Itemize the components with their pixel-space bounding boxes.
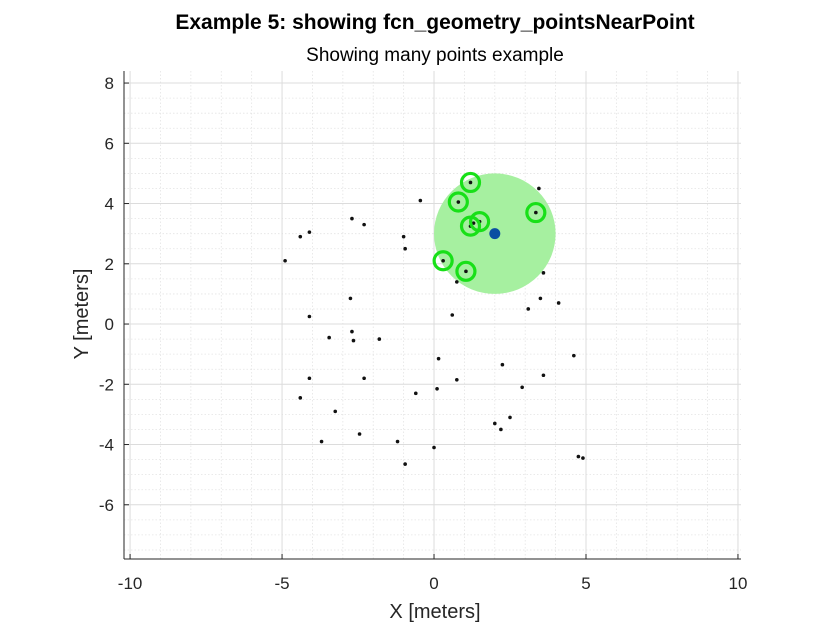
data-point <box>333 409 338 414</box>
data-point <box>468 180 473 185</box>
data-point <box>395 439 400 444</box>
data-point <box>435 387 439 391</box>
y-tick-label: 4 <box>105 195 114 214</box>
data-point <box>471 221 476 225</box>
tick-labels: -10 -5 0 5 10 -6 -4 -2 0 2 4 6 8 <box>99 74 748 593</box>
x-tick-label: 5 <box>581 574 590 593</box>
near-points-layer <box>432 171 547 282</box>
x-axis-label: X [meters] <box>389 601 480 623</box>
data-point <box>307 314 312 319</box>
data-point <box>534 210 538 215</box>
data-point <box>377 337 382 341</box>
data-point <box>572 353 576 358</box>
chart-title: Example 5: showing fcn_geometry_pointsNe… <box>175 11 694 34</box>
axes-frame <box>123 71 741 560</box>
y-tick-label: -4 <box>99 436 114 455</box>
near-point-marker <box>469 211 491 233</box>
data-point <box>350 216 354 221</box>
major-grid <box>124 71 741 559</box>
data-point <box>499 427 503 432</box>
data-point <box>362 222 366 227</box>
data-point <box>455 377 459 382</box>
query-point <box>489 228 501 240</box>
chart-subtitle: Showing many points example <box>306 45 564 66</box>
data-point <box>436 356 441 361</box>
data-point <box>348 296 353 301</box>
data-point <box>401 234 406 239</box>
y-tick-label: -6 <box>99 496 114 515</box>
data-point <box>298 396 303 400</box>
data-point <box>403 246 407 251</box>
data-point <box>357 432 362 436</box>
data-point <box>418 198 423 203</box>
data-point <box>541 373 546 378</box>
near-point-marker <box>459 171 482 194</box>
data-point <box>350 329 354 334</box>
near-point-marker <box>455 260 477 282</box>
y-tick-label: -2 <box>99 375 114 394</box>
near-point-marker <box>432 250 454 272</box>
data-point <box>520 385 524 390</box>
data-point <box>538 296 543 301</box>
data-point <box>581 456 585 460</box>
data-point <box>298 234 303 239</box>
data-point <box>283 258 287 263</box>
data-point <box>541 271 546 275</box>
query-point-layer <box>489 228 501 240</box>
data-point <box>537 186 541 191</box>
data-point <box>327 335 331 340</box>
near-point-marker <box>525 201 547 224</box>
data-point <box>493 421 497 426</box>
data-point <box>576 454 581 459</box>
minor-grid <box>124 71 741 559</box>
y-tick-label: 2 <box>105 255 114 274</box>
data-point <box>450 313 455 317</box>
y-tick-label: 0 <box>105 315 114 334</box>
data-point <box>413 391 418 396</box>
data-point <box>432 445 436 450</box>
x-tick-label: 10 <box>728 574 747 593</box>
data-point <box>319 439 324 444</box>
data-point <box>441 258 445 263</box>
y-axis-label: Y [meters] <box>71 269 93 360</box>
data-point <box>556 301 561 305</box>
data-point <box>307 230 312 234</box>
near-point-marker <box>447 191 469 213</box>
data-point <box>455 280 459 284</box>
data-point <box>456 200 461 204</box>
y-tick-label: 6 <box>105 134 114 153</box>
data-point <box>351 338 356 343</box>
x-tick-label: 0 <box>429 574 438 593</box>
data-point <box>307 376 312 381</box>
data-point <box>508 415 512 420</box>
data-point <box>464 269 468 274</box>
x-tick-label: -10 <box>118 574 143 593</box>
data-point <box>526 307 531 311</box>
data-point <box>500 362 505 367</box>
x-tick-label: -5 <box>274 574 289 593</box>
y-tick-label: 8 <box>105 74 114 93</box>
data-point <box>362 376 366 381</box>
data-point <box>403 462 407 466</box>
